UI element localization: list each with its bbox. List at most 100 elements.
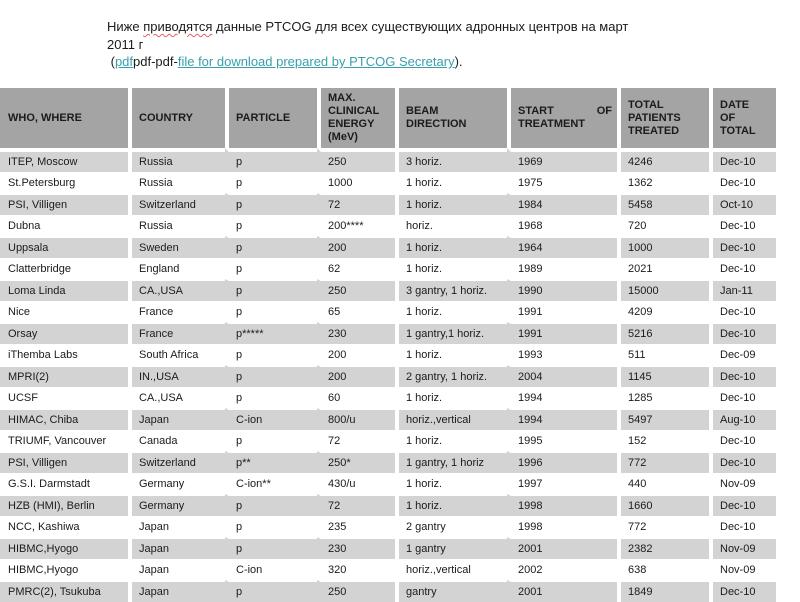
table-header-cell-particle: PARTICLE xyxy=(225,88,317,148)
table-row: PMRC(2), Tsukuba Japan p 250 gantry 2001 1849 D… xyxy=(0,580,776,602)
table-cell: G.S.I. Darmstadt xyxy=(0,472,128,494)
table-cell: 200 xyxy=(317,343,395,365)
table-header-cell-total-patients: TOTAL PATIENTS TREATED xyxy=(617,88,709,148)
table-cell: p xyxy=(225,193,317,215)
table-row: NCC, Kashiwa Japan p 235 2 gantry 1998 772 Dec-… xyxy=(0,515,776,537)
table-cell: 1998 xyxy=(507,494,617,516)
table-cell: 2 gantry xyxy=(395,515,507,537)
table-header-cell-date-of-total: DATE OF TOTAL xyxy=(709,88,776,148)
table-cell: 3 gantry, 1 horiz. xyxy=(395,279,507,301)
table-cell: p xyxy=(225,537,317,559)
intro-paren-close: ). xyxy=(454,54,463,69)
intro-text-rest: данные PTCOG для всех существующих адрон… xyxy=(212,19,629,34)
table-cell: 772 xyxy=(617,451,709,473)
table-cell: p** xyxy=(225,451,317,473)
table-cell: 720 xyxy=(617,214,709,236)
download-link[interactable]: file for download prepared by PTCOG Secr… xyxy=(177,54,455,69)
table-cell: Dec-10 xyxy=(709,300,776,322)
table-cell: 235 xyxy=(317,515,395,537)
table-cell: HZB (HMI), Berlin xyxy=(0,494,128,516)
table-row: MPRI(2) IN.,USA p 200 2 gantry, 1 horiz. 2004… xyxy=(0,365,776,387)
table-cell: Canada xyxy=(128,429,225,451)
table-cell: TRIUMF, Vancouver xyxy=(0,429,128,451)
table-cell: 1964 xyxy=(507,236,617,258)
table-cell: Dec-10 xyxy=(709,429,776,451)
table-cell: 1 gantry xyxy=(395,537,507,559)
table-cell: p xyxy=(225,214,317,236)
table-row: Orsay France p***** 230 1 gantry,1 horiz. 199… xyxy=(0,322,776,344)
table-cell: 2004 xyxy=(507,365,617,387)
table-row: Uppsala Sweden p 200 1 horiz. 1964 1000 Dec-10 xyxy=(0,236,776,258)
table-cell: Dec-09 xyxy=(709,343,776,365)
table-cell: 1 gantry,1 horiz. xyxy=(395,322,507,344)
table-cell: 72 xyxy=(317,494,395,516)
table-cell: PSI, Villigen xyxy=(0,193,128,215)
table-cell: p xyxy=(225,429,317,451)
table-cell: Dec-10 xyxy=(709,148,776,172)
table-cell: 1000 xyxy=(617,236,709,258)
table-cell: 1990 xyxy=(507,279,617,301)
table-header-row: WHO, WHERE COUNTRY PARTICLE MAX. CLINICA… xyxy=(0,88,776,148)
table-cell: Germany xyxy=(128,472,225,494)
table-cell: Nice xyxy=(0,300,128,322)
table-cell: Russia xyxy=(128,214,225,236)
table-cell: England xyxy=(128,257,225,279)
table-cell: p xyxy=(225,580,317,602)
table-cell: UCSF xyxy=(0,386,128,408)
table-cell: ITEP, Moscow xyxy=(0,148,128,172)
table-cell: 1975 xyxy=(507,171,617,193)
table-cell: Dec-10 xyxy=(709,214,776,236)
table-row: Nice France p 65 1 horiz. 1991 4209 Dec-10 xyxy=(0,300,776,322)
table-cell: Loma Linda xyxy=(0,279,128,301)
table-cell: 1998 xyxy=(507,515,617,537)
table-row: HZB (HMI), Berlin Germany p 72 1 horiz. 1998 1… xyxy=(0,494,776,516)
table-cell: 72 xyxy=(317,193,395,215)
table-cell: 250 xyxy=(317,580,395,602)
table-cell: p xyxy=(225,148,317,172)
table-cell: Dubna xyxy=(0,214,128,236)
table-cell: Dec-10 xyxy=(709,257,776,279)
table-cell: IN.,USA xyxy=(128,365,225,387)
table-cell: p xyxy=(225,343,317,365)
table-cell: 1660 xyxy=(617,494,709,516)
table-cell: CA.,USA xyxy=(128,279,225,301)
table-cell: France xyxy=(128,300,225,322)
table-cell: horiz.,vertical xyxy=(395,408,507,430)
pdf-link[interactable]: pdf xyxy=(114,54,134,69)
table-cell: 230 xyxy=(317,537,395,559)
table-cell: Nov-09 xyxy=(709,537,776,559)
table-cell: 60 xyxy=(317,386,395,408)
table-cell: Dec-10 xyxy=(709,236,776,258)
table-cell: Russia xyxy=(128,171,225,193)
table-row: UCSF CA.,USA p 60 1 horiz. 1994 1285 Dec-10 xyxy=(0,386,776,408)
table-cell: Orsay xyxy=(0,322,128,344)
table-cell: Dec-10 xyxy=(709,494,776,516)
table-cell: Dec-10 xyxy=(709,386,776,408)
table-cell: p xyxy=(225,365,317,387)
table-cell: gantry xyxy=(395,580,507,602)
table-body: ITEP, Moscow Russia p 250 3 horiz. 1969 4246 De… xyxy=(0,148,776,602)
table-cell: Japan xyxy=(128,580,225,602)
table-cell: iThemba Labs xyxy=(0,343,128,365)
table-cell: 200 xyxy=(317,365,395,387)
table-cell: 320 xyxy=(317,558,395,580)
table-cell: HIMAC, Chiba xyxy=(0,408,128,430)
table-cell: 1 horiz. xyxy=(395,300,507,322)
table-cell: 5497 xyxy=(617,408,709,430)
table-cell: C-ion** xyxy=(225,472,317,494)
table-cell: 1994 xyxy=(507,408,617,430)
table-cell: 1989 xyxy=(507,257,617,279)
table-cell: 1 horiz. xyxy=(395,386,507,408)
table-row: HIBMC,Hyogo Japan p 230 1 gantry 2001 2382 Nov-… xyxy=(0,537,776,559)
table-cell: 1996 xyxy=(507,451,617,473)
table-cell: Dec-10 xyxy=(709,451,776,473)
table-cell: St.Petersburg xyxy=(0,171,128,193)
table-cell: p xyxy=(225,279,317,301)
table-cell: 1993 xyxy=(507,343,617,365)
table-cell: 2 gantry, 1 horiz. xyxy=(395,365,507,387)
table-cell: Japan xyxy=(128,537,225,559)
table-cell: 2001 xyxy=(507,537,617,559)
table-cell: 1000 xyxy=(317,171,395,193)
table-cell: 200 xyxy=(317,236,395,258)
table-cell: Oct-10 xyxy=(709,193,776,215)
